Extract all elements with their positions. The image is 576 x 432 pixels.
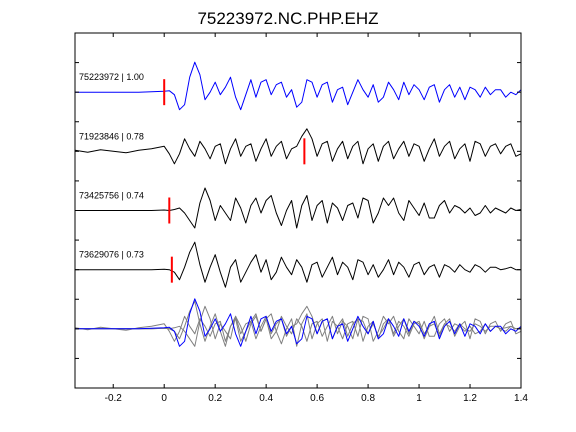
x-tick-label: 0.8: [361, 393, 375, 404]
trace-labels: 75223972 | 1.00 71923846 | 0.78 73425756 |…: [79, 72, 144, 260]
x-tick-label: 1.4: [514, 393, 528, 404]
x-tick-label: 1.2: [463, 393, 477, 404]
x-tick-label: 0.6: [310, 393, 324, 404]
x-tick-label: 0.2: [208, 393, 222, 404]
trace-label-75223972: 75223972 | 1.00: [79, 72, 144, 82]
x-tick-label: 1: [416, 393, 422, 404]
y-axis-ticks: [75, 62, 521, 359]
trace-label-71923846: 71923846 | 0.78: [79, 131, 144, 141]
x-tick-label: 0: [161, 393, 167, 404]
waveform-traces: [74, 61, 522, 288]
waveform-75223972: [75, 61, 522, 111]
waveform-71923846: [74, 128, 522, 165]
stack-waveform-75223972: [75, 298, 522, 347]
stacked-waveforms: [74, 298, 522, 347]
trace-label-73425756: 73425756 | 0.74: [79, 191, 144, 201]
x-tick-label: 0.4: [259, 393, 273, 404]
trace-label-73629076: 73629076 | 0.73: [79, 250, 144, 260]
chart-title: 75223972.NC.PHP.EHZ: [197, 9, 378, 28]
x-axis-ticks: -0.2 0 0.2 0.4 0.6 0.8 1 1.2 1.4: [105, 33, 528, 404]
stack-waveform-73629076: [75, 300, 521, 347]
waveform-73629076: [75, 241, 521, 288]
waveform-73425756: [75, 187, 522, 229]
x-tick-label: -0.2: [105, 393, 123, 404]
pick-markers: [163, 79, 306, 283]
stack-waveform-73425756: [75, 305, 522, 347]
